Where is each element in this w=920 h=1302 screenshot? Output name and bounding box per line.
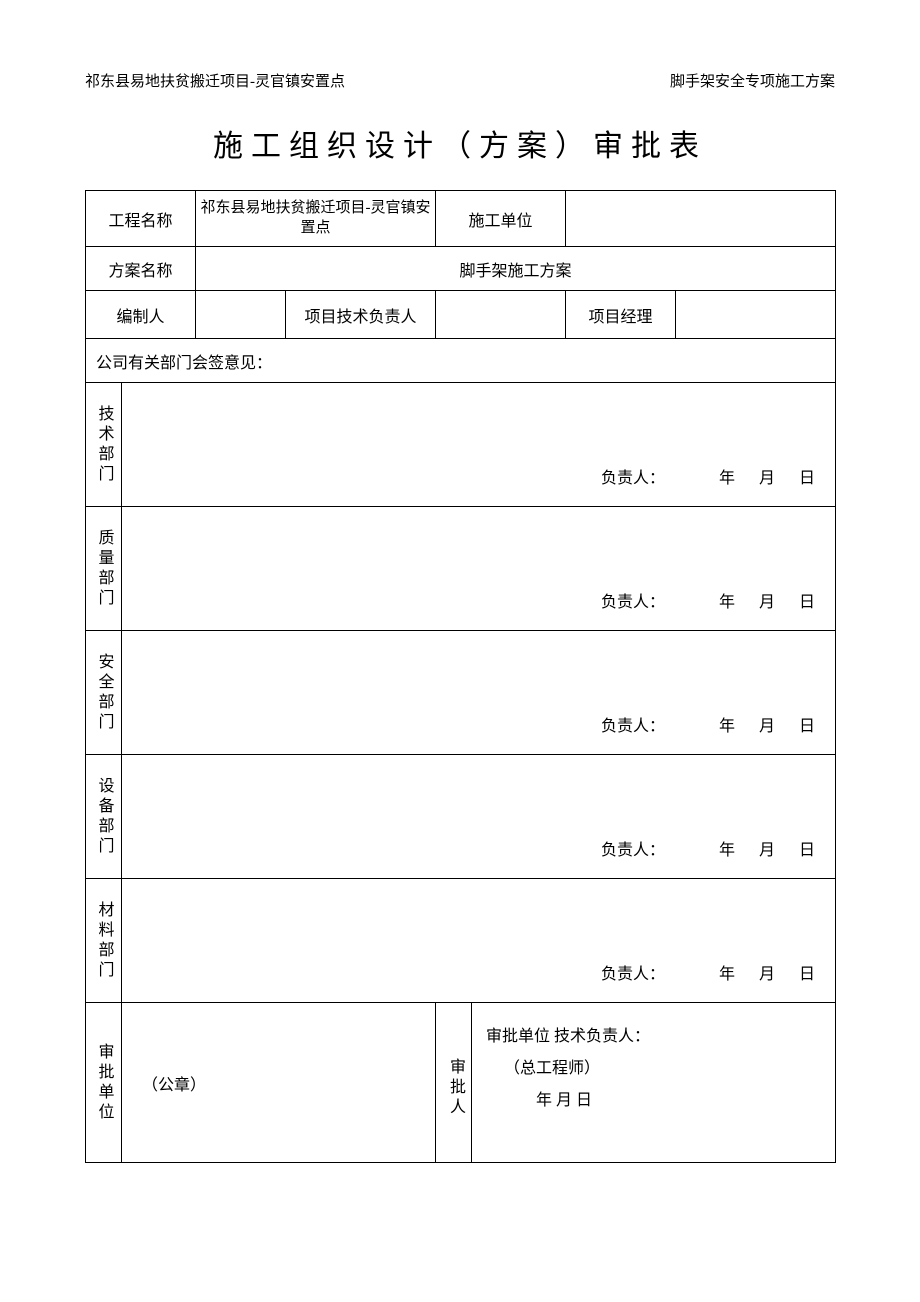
quality-dept-content: 负责人： 年 月 日 — [122, 507, 836, 631]
label-prepared-by: 编制人 — [86, 291, 196, 339]
tech-dept-content: 负责人： 年 月 日 — [122, 383, 836, 507]
label-year: 年 — [719, 718, 735, 735]
row-quality-dept: 质量部门 负责人： 年 月 日 — [86, 507, 836, 631]
row-approval-unit: 审批单位 （公章） 审批人 审批单位 技术负责人： （总工程师） 年 月 日 — [86, 1003, 836, 1163]
label-responsible: 负责人： — [601, 842, 665, 859]
value-project-name: 祁东县易地扶贫搬迁项目-灵官镇安置点 — [196, 191, 436, 247]
label-quality-dept: 质量部门 — [86, 507, 122, 631]
label-year: 年 — [719, 966, 735, 983]
label-material-dept: 材料部门 — [86, 879, 122, 1003]
label-year: 年 — [719, 842, 735, 859]
row-dept-opinion: 公司有关部门会签意见： — [86, 339, 836, 383]
label-chief-engineer: （总工程师） — [486, 1053, 825, 1085]
label-approver: 审批人 — [436, 1003, 472, 1163]
row-project: 工程名称 祁东县易地扶贫搬迁项目-灵官镇安置点 施工单位 — [86, 191, 836, 247]
label-day: 日 — [799, 842, 815, 859]
label-date-line: 年 月 日 — [486, 1085, 825, 1117]
label-month: 月 — [759, 966, 775, 983]
row-tech-dept: 技术部门 负责人： 年 月 日 — [86, 383, 836, 507]
label-dept-opinion: 公司有关部门会签意见： — [86, 339, 836, 383]
label-approval-tech-lead: 审批单位 技术负责人： — [486, 1028, 650, 1045]
row-people: 编制人 项目技术负责人 项目经理 — [86, 291, 836, 339]
row-plan-name: 方案名称 脚手架施工方案 — [86, 247, 836, 291]
page-header: 祁东县易地扶贫搬迁项目-灵官镇安置点 脚手架安全专项施工方案 — [85, 70, 835, 91]
label-construction-unit: 施工单位 — [436, 191, 566, 247]
label-safety-dept: 安全部门 — [86, 631, 122, 755]
label-responsible: 负责人： — [601, 718, 665, 735]
label-approval-unit: 审批单位 — [86, 1003, 122, 1163]
label-responsible: 负责人： — [601, 470, 665, 487]
header-right: 脚手架安全专项施工方案 — [670, 70, 835, 91]
approval-right-content: 审批单位 技术负责人： （总工程师） 年 月 日 — [472, 1003, 836, 1163]
value-construction-unit — [566, 191, 836, 247]
label-year: 年 — [719, 594, 735, 611]
value-plan-name: 脚手架施工方案 — [196, 247, 836, 291]
seal-cell: （公章） — [122, 1003, 436, 1163]
label-equipment-dept: 设备部门 — [86, 755, 122, 879]
label-project-manager: 项目经理 — [566, 291, 676, 339]
label-month: 月 — [759, 718, 775, 735]
label-day: 日 — [799, 470, 815, 487]
value-tech-lead — [436, 291, 566, 339]
label-month: 月 — [759, 594, 775, 611]
approval-table: 工程名称 祁东县易地扶贫搬迁项目-灵官镇安置点 施工单位 方案名称 脚手架施工方… — [85, 190, 836, 1163]
label-tech-lead: 项目技术负责人 — [286, 291, 436, 339]
label-project-name: 工程名称 — [86, 191, 196, 247]
safety-dept-content: 负责人： 年 月 日 — [122, 631, 836, 755]
label-month: 月 — [759, 470, 775, 487]
value-prepared-by — [196, 291, 286, 339]
equipment-dept-content: 负责人： 年 月 日 — [122, 755, 836, 879]
label-year: 年 — [719, 470, 735, 487]
row-equipment-dept: 设备部门 负责人： 年 月 日 — [86, 755, 836, 879]
label-responsible: 负责人： — [601, 966, 665, 983]
row-material-dept: 材料部门 负责人： 年 月 日 — [86, 879, 836, 1003]
label-responsible: 负责人： — [601, 594, 665, 611]
label-month: 月 — [759, 842, 775, 859]
material-dept-content: 负责人： 年 月 日 — [122, 879, 836, 1003]
label-day: 日 — [799, 594, 815, 611]
row-safety-dept: 安全部门 负责人： 年 月 日 — [86, 631, 836, 755]
label-day: 日 — [799, 718, 815, 735]
label-seal: （公章） — [142, 1077, 206, 1094]
page-title: 施工组织设计（方案）审批表 — [85, 121, 835, 165]
label-day: 日 — [799, 966, 815, 983]
header-left: 祁东县易地扶贫搬迁项目-灵官镇安置点 — [85, 70, 345, 91]
label-tech-dept: 技术部门 — [86, 383, 122, 507]
label-plan-name: 方案名称 — [86, 247, 196, 291]
value-project-manager — [676, 291, 836, 339]
